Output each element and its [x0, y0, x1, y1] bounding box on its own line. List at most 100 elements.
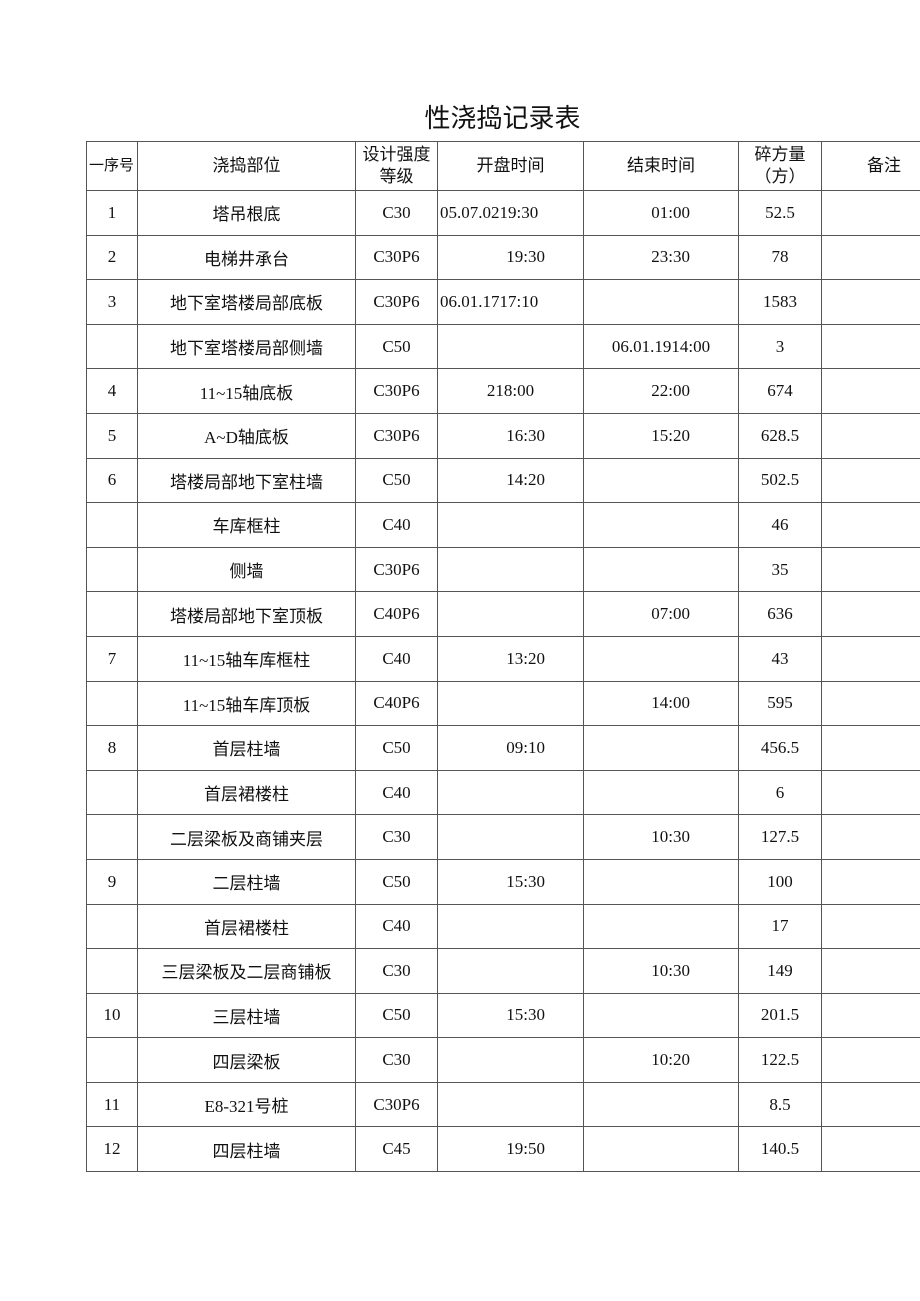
- cell-start: 19:30: [437, 234, 584, 281]
- cell-end: 01:00: [583, 190, 739, 236]
- cell-seq: [86, 680, 138, 727]
- cell-location: 地下室塔楼局部底板: [137, 279, 356, 325]
- cell-seq: 10: [86, 992, 138, 1039]
- cell-volume: 140.5: [738, 1126, 822, 1173]
- cell-start: [437, 1081, 584, 1128]
- cell-end: [583, 1081, 739, 1128]
- cell-volume: 595: [738, 680, 822, 727]
- cell-volume: 8.5: [738, 1081, 822, 1128]
- cell-start: 19:50: [437, 1126, 584, 1173]
- cell-location: 四层梁板: [137, 1037, 356, 1083]
- cell-seq: 4: [86, 368, 138, 414]
- cell-location: 首层裙楼柱: [137, 769, 356, 816]
- table-row: 11 E8-321号桩 C30P6 8.5: [86, 1081, 920, 1128]
- cell-remark: [821, 858, 920, 905]
- cell-grade: C30P6: [355, 368, 438, 414]
- cell-seq: [86, 769, 138, 816]
- cell-grade: C30P6: [355, 412, 438, 459]
- cell-location: 11~15轴车库框柱: [137, 635, 356, 682]
- cell-start: [437, 546, 584, 593]
- cell-seq: [86, 814, 138, 860]
- table-row: 8 首层柱墙 C50 09:10 456.5: [86, 725, 920, 771]
- cell-end: [583, 725, 739, 771]
- cell-volume: 52.5: [738, 190, 822, 236]
- cell-seq: 8: [86, 725, 138, 771]
- cell-volume: 17: [738, 903, 822, 950]
- cell-location: 11~15轴车库顶板: [137, 680, 356, 727]
- cell-seq: [86, 903, 138, 950]
- cell-start: [437, 680, 584, 727]
- cell-end: 23:30: [583, 234, 739, 281]
- header-end: 结束时间: [583, 141, 739, 191]
- cell-volume: 628.5: [738, 412, 822, 459]
- cell-grade: C30: [355, 948, 438, 994]
- table-row: 1 塔吊根底 C30 05.07.0219:30 01:00 52.5: [86, 190, 920, 236]
- cell-volume: 122.5: [738, 1037, 822, 1083]
- cell-end: [583, 502, 739, 548]
- cell-grade: C30P6: [355, 234, 438, 281]
- header-row: 一序号 浇捣部位 设计强度等级 开盘时间 结束时间 碎方量（方） 备注: [86, 141, 920, 191]
- cell-start: 13:20: [437, 635, 584, 682]
- cell-location: 四层柱墙: [137, 1126, 356, 1173]
- cell-seq: 7: [86, 635, 138, 682]
- cell-volume: 43: [738, 635, 822, 682]
- cell-location: 首层裙楼柱: [137, 903, 356, 950]
- header-location: 浇捣部位: [137, 141, 356, 191]
- cell-grade: C30: [355, 190, 438, 236]
- cell-start: 06.01.1717:10: [437, 279, 584, 325]
- table-row: 侧墙 C30P6 35: [86, 546, 920, 593]
- cell-remark: [821, 234, 920, 281]
- cell-location: 11~15轴底板: [137, 368, 356, 414]
- cell-grade: C40P6: [355, 591, 438, 637]
- cell-start: [437, 591, 584, 637]
- table-row: 车库框柱 C40 46: [86, 502, 920, 548]
- cell-seq: 9: [86, 858, 138, 905]
- cell-end: 10:20: [583, 1037, 739, 1083]
- cell-end: [583, 769, 739, 816]
- cell-grade: C45: [355, 1126, 438, 1173]
- cell-seq: [86, 323, 138, 370]
- cell-remark: [821, 992, 920, 1039]
- cell-remark: [821, 1081, 920, 1128]
- table-row: 11~15轴车库顶板 C40P6 14:00 595: [86, 680, 920, 727]
- cell-remark: [821, 1126, 920, 1173]
- table-row: 4 11~15轴底板 C30P6 218:00 22:00 674: [86, 368, 920, 414]
- cell-end: 07:00: [583, 591, 739, 637]
- cell-grade: C30: [355, 814, 438, 860]
- cell-grade: C40P6: [355, 680, 438, 727]
- cell-volume: 100: [738, 858, 822, 905]
- cell-volume: 35: [738, 546, 822, 593]
- cell-seq: 11: [86, 1081, 138, 1128]
- cell-grade: C50: [355, 858, 438, 905]
- cell-start: 09:10: [437, 725, 584, 771]
- cell-location: 地下室塔楼局部侧墙: [137, 323, 356, 370]
- table-row: 三层梁板及二层商铺板 C30 10:30 149: [86, 948, 920, 994]
- cell-volume: 46: [738, 502, 822, 548]
- cell-start: [437, 903, 584, 950]
- pour-record-table: 一序号 浇捣部位 设计强度等级 开盘时间 结束时间 碎方量（方） 备注 1 塔吊根…: [86, 141, 920, 1173]
- cell-grade: C50: [355, 457, 438, 504]
- cell-location: 车库框柱: [137, 502, 356, 548]
- cell-remark: [821, 412, 920, 459]
- cell-volume: 674: [738, 368, 822, 414]
- cell-remark: [821, 635, 920, 682]
- cell-seq: 6: [86, 457, 138, 504]
- cell-remark: [821, 368, 920, 414]
- cell-start: [437, 502, 584, 548]
- cell-volume: 78: [738, 234, 822, 281]
- cell-remark: [821, 502, 920, 548]
- cell-volume: 6: [738, 769, 822, 816]
- document-title: 性浇捣记录表: [424, 104, 581, 133]
- cell-remark: [821, 546, 920, 593]
- cell-volume: 636: [738, 591, 822, 637]
- cell-seq: 3: [86, 279, 138, 325]
- cell-grade: C40: [355, 502, 438, 548]
- cell-grade: C30P6: [355, 546, 438, 593]
- cell-volume: 3: [738, 323, 822, 370]
- cell-end: 22:00: [583, 368, 739, 414]
- cell-location: 二层梁板及商铺夹层: [137, 814, 356, 860]
- cell-location: E8-321号桩: [137, 1081, 356, 1128]
- table-row: 首层裙楼柱 C40 17: [86, 903, 920, 950]
- cell-remark: [821, 769, 920, 816]
- cell-location: A~D轴底板: [137, 412, 356, 459]
